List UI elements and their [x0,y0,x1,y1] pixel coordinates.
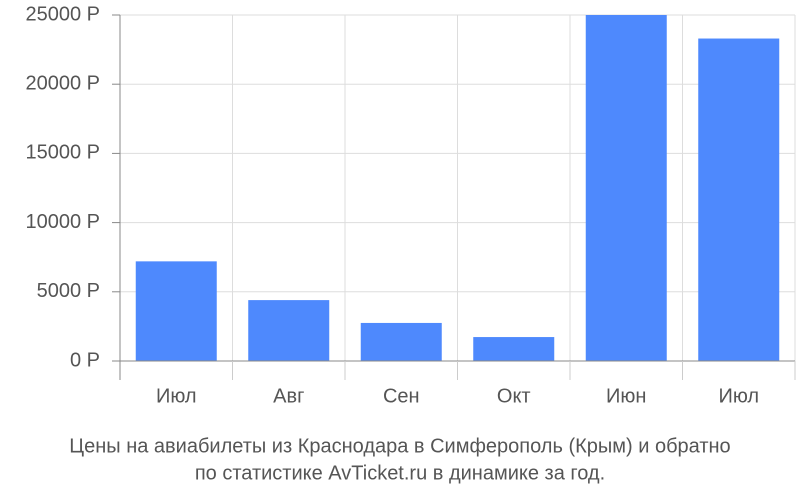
bar [473,337,555,361]
y-tick-label: 15000 Р [25,142,100,164]
bar [698,38,780,361]
x-tick-label: Окт [497,385,531,407]
y-tick-label: 0 Р [70,349,100,371]
bar [248,300,330,361]
x-tick-label: Авг [273,385,304,407]
bar [135,261,217,361]
x-tick-label: Июл [718,385,759,407]
chart-title: по статистике AvTicket.ru в динамике за … [195,462,605,484]
chart-title: Цены на авиабилеты из Краснодара в Симфе… [69,435,730,457]
y-tick-label: 20000 Р [25,72,100,94]
y-tick-label: 5000 Р [37,280,100,302]
x-tick-label: Сен [383,385,420,407]
y-tick-label: 25000 Р [25,3,100,25]
bar [360,322,442,361]
x-tick-label: Июн [606,385,646,407]
x-tick-label: Июл [156,385,197,407]
y-tick-label: 10000 Р [25,211,100,233]
bar [585,15,667,361]
